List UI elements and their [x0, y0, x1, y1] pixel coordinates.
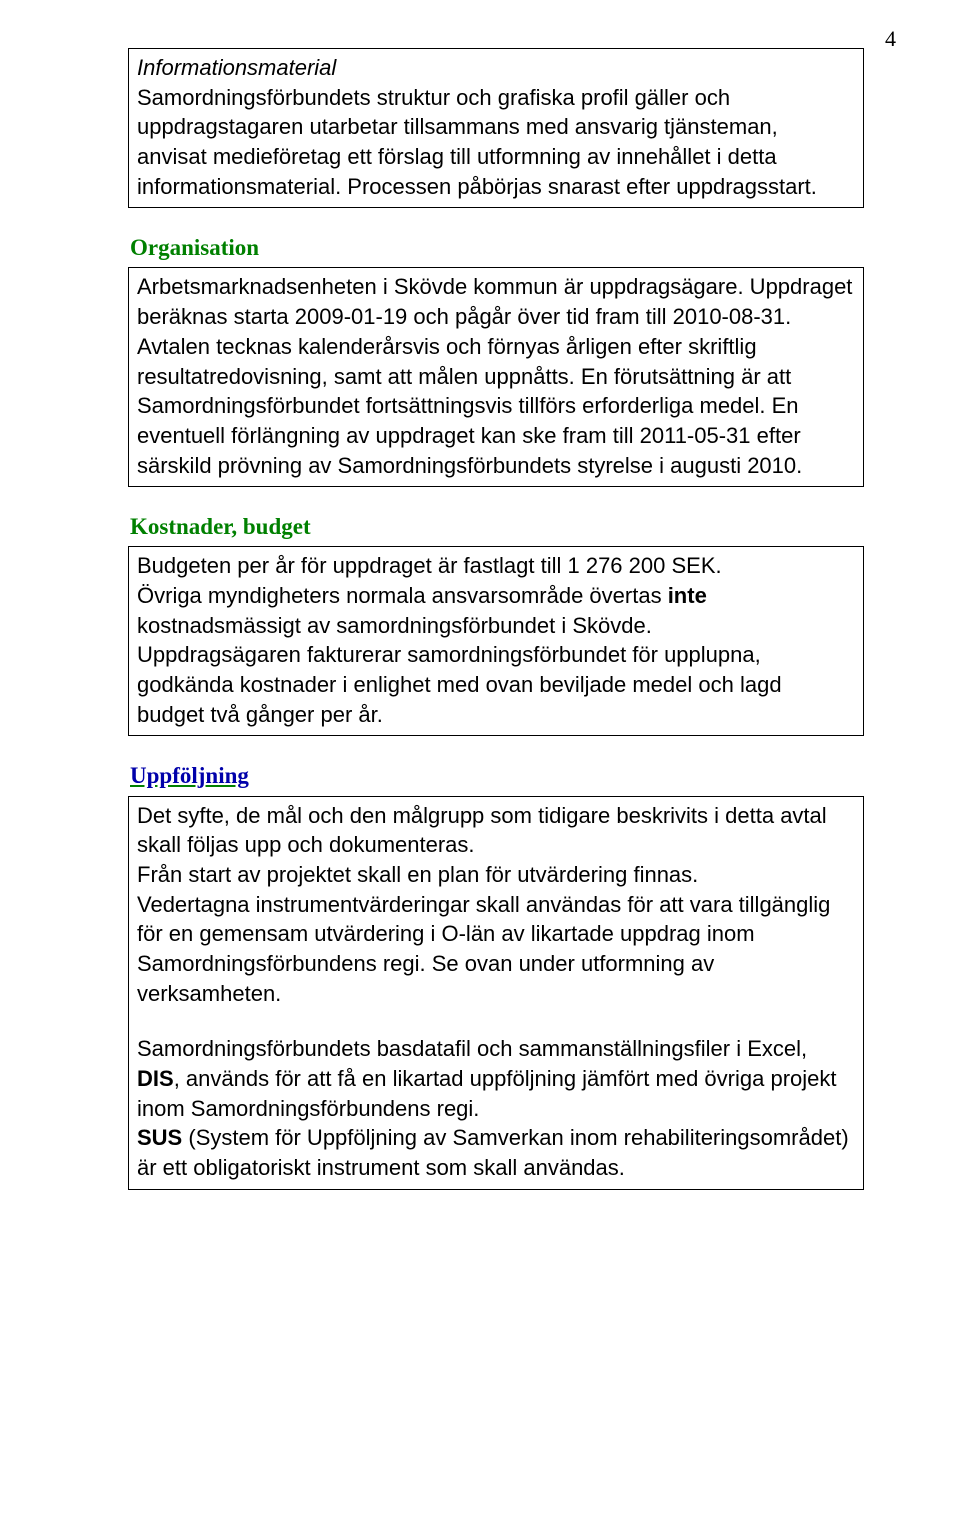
uppfoljning-p5b: (System för Uppföljning av Samverkan ino…	[137, 1125, 849, 1180]
budget-line2b: kostnadsmässigt av samordningsförbundet …	[137, 613, 652, 638]
budget-line2a: Övriga myndigheters normala ansvarsområd…	[137, 583, 668, 608]
uppfoljning-box: Det syfte, de mål och den målgrupp som t…	[128, 796, 864, 1190]
uppfoljning-dis: DIS	[137, 1066, 174, 1091]
informationsmaterial-body: Samordningsförbundets struktur och grafi…	[137, 85, 817, 199]
uppfoljning-heading: Uppföljning	[130, 760, 864, 791]
informationsmaterial-box: Informationsmaterial Samordningsförbunde…	[128, 48, 864, 208]
uppfoljning-p3: Vedertagna instrumentvärderingar skall a…	[137, 892, 830, 1006]
organisation-body: Arbetsmarknadsenheten i Skövde kommun är…	[137, 272, 853, 480]
uppfoljning-p1: Det syfte, de mål och den målgrupp som t…	[137, 803, 827, 858]
uppfoljning-sus: SUS	[137, 1125, 182, 1150]
organisation-box: Arbetsmarknadsenheten i Skövde kommun är…	[128, 267, 864, 487]
budget-box: Budgeten per år för uppdraget är fastlag…	[128, 546, 864, 736]
organisation-heading: Organisation	[130, 232, 864, 263]
uppfoljning-p4a: Samordningsförbundets basdatafil och sam…	[137, 1036, 807, 1061]
budget-inte: inte	[668, 583, 707, 608]
informationsmaterial-title: Informationsmaterial	[137, 55, 336, 80]
page-number: 4	[885, 24, 896, 54]
uppfoljning-p4b: , används för att få en likartad uppfölj…	[137, 1066, 837, 1121]
document-page: 4 Informationsmaterial Samordningsförbun…	[0, 0, 960, 1517]
uppfoljning-p2: Från start av projektet skall en plan fö…	[137, 862, 698, 887]
budget-heading: Kostnader, budget	[130, 511, 864, 542]
budget-line1: Budgeten per år för uppdraget är fastlag…	[137, 553, 722, 578]
budget-line3: Uppdragsägaren fakturerar samordningsför…	[137, 642, 782, 726]
